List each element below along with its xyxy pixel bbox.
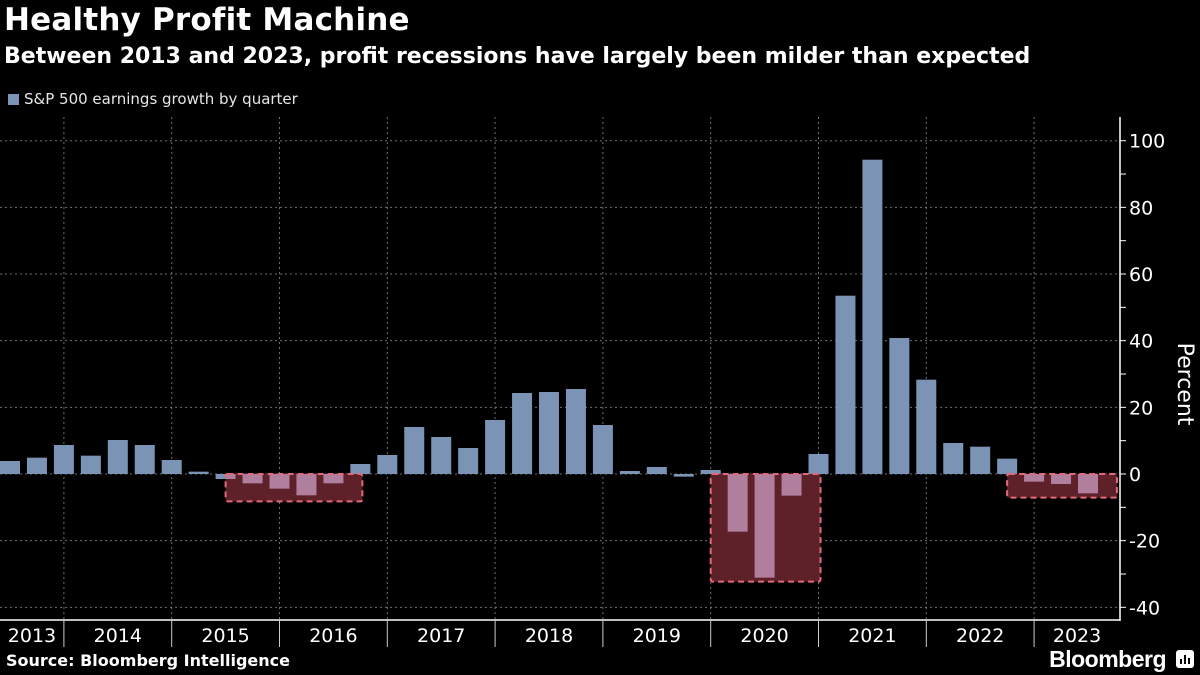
bar [646, 467, 667, 474]
y-tick-label: 100 [1129, 131, 1165, 153]
x-tick-label: 2017 [417, 625, 465, 647]
chart-subtitle: Between 2013 and 2023, profit recessions… [4, 44, 1031, 69]
bar [215, 474, 226, 479]
recession-box-border [1006, 473, 1118, 499]
bar [458, 448, 479, 474]
bars [0, 159, 1098, 578]
x-tick-label: 2022 [956, 625, 1004, 647]
y-tick-label: -20 [1129, 531, 1160, 553]
legend: S&P 500 earnings growth by quarter [8, 90, 298, 108]
x-tick-label: 2021 [848, 625, 896, 647]
chart-title: Healthy Profit Machine [4, 2, 410, 38]
bar [80, 455, 101, 474]
bar [404, 427, 425, 474]
bar-highlighted [323, 474, 344, 484]
x-tick-label: 2019 [633, 625, 681, 647]
y-axis-label: Percent [1172, 343, 1197, 426]
bar-highlighted [296, 474, 317, 496]
bar [134, 445, 155, 474]
brand-logo: Bloomberg [1049, 646, 1166, 672]
y-tick-label: 0 [1129, 464, 1141, 486]
x-axis: 2013 2014 2015 2016 2017 2018 2019 2020 2021 2022… [0, 619, 1120, 647]
legend-swatch-icon [8, 93, 19, 105]
bar [0, 461, 20, 474]
x-tick-label: 2018 [525, 625, 573, 647]
bar [485, 420, 506, 474]
bar-highlighted [727, 474, 748, 532]
bar [53, 445, 74, 474]
y-tick-label: -40 [1129, 597, 1160, 619]
x-tick-label: 2016 [309, 625, 357, 647]
y-tick-label: 60 [1129, 264, 1153, 286]
bar [188, 471, 209, 474]
bar [565, 389, 586, 474]
recession-boxes [225, 474, 1117, 582]
x-tick-label: 2013 [8, 625, 56, 647]
gridlines [0, 117, 1120, 620]
bar [997, 458, 1018, 474]
bar [26, 457, 47, 474]
x-tick-label: 2020 [740, 625, 788, 647]
x-tick-label: 2023 [1053, 625, 1101, 647]
bar-chart-icon [1176, 650, 1194, 668]
bar [619, 471, 640, 474]
bar-highlighted [242, 474, 263, 484]
recession-box-border [709, 473, 822, 583]
bar [350, 464, 371, 474]
bar [377, 455, 398, 474]
bar [808, 454, 829, 474]
y-tick-label: 20 [1129, 397, 1153, 419]
bar [673, 474, 694, 477]
bar-highlighted [754, 474, 775, 578]
recession-box-borders [224, 473, 1118, 583]
x-tick-label: 2014 [94, 625, 142, 647]
bar [161, 460, 182, 474]
bar-highlighted [781, 474, 802, 496]
bar-highlighted [269, 474, 290, 489]
y-axis: 100 80 60 40 20 0 -20 -40 [1119, 117, 1165, 621]
bar [862, 159, 883, 474]
y-tick-label: 80 [1129, 197, 1153, 219]
bar-highlighted [1051, 474, 1072, 484]
bar [592, 425, 613, 474]
bar [700, 470, 721, 474]
legend-label: S&P 500 earnings growth by quarter [24, 90, 298, 108]
bar [889, 338, 910, 474]
bar [835, 295, 856, 474]
bar [512, 393, 533, 474]
bar [970, 446, 991, 474]
bar [539, 392, 559, 474]
bar [916, 379, 937, 474]
source-note: Source: Bloomberg Intelligence [6, 651, 290, 670]
y-tick-label: 40 [1129, 331, 1153, 353]
x-tick-label: 2015 [201, 625, 249, 647]
bar [431, 437, 452, 474]
bar-highlighted [225, 474, 236, 479]
bar [943, 443, 964, 474]
bar [107, 440, 128, 474]
bar-highlighted [1078, 474, 1098, 494]
bar-highlighted [1024, 474, 1045, 482]
